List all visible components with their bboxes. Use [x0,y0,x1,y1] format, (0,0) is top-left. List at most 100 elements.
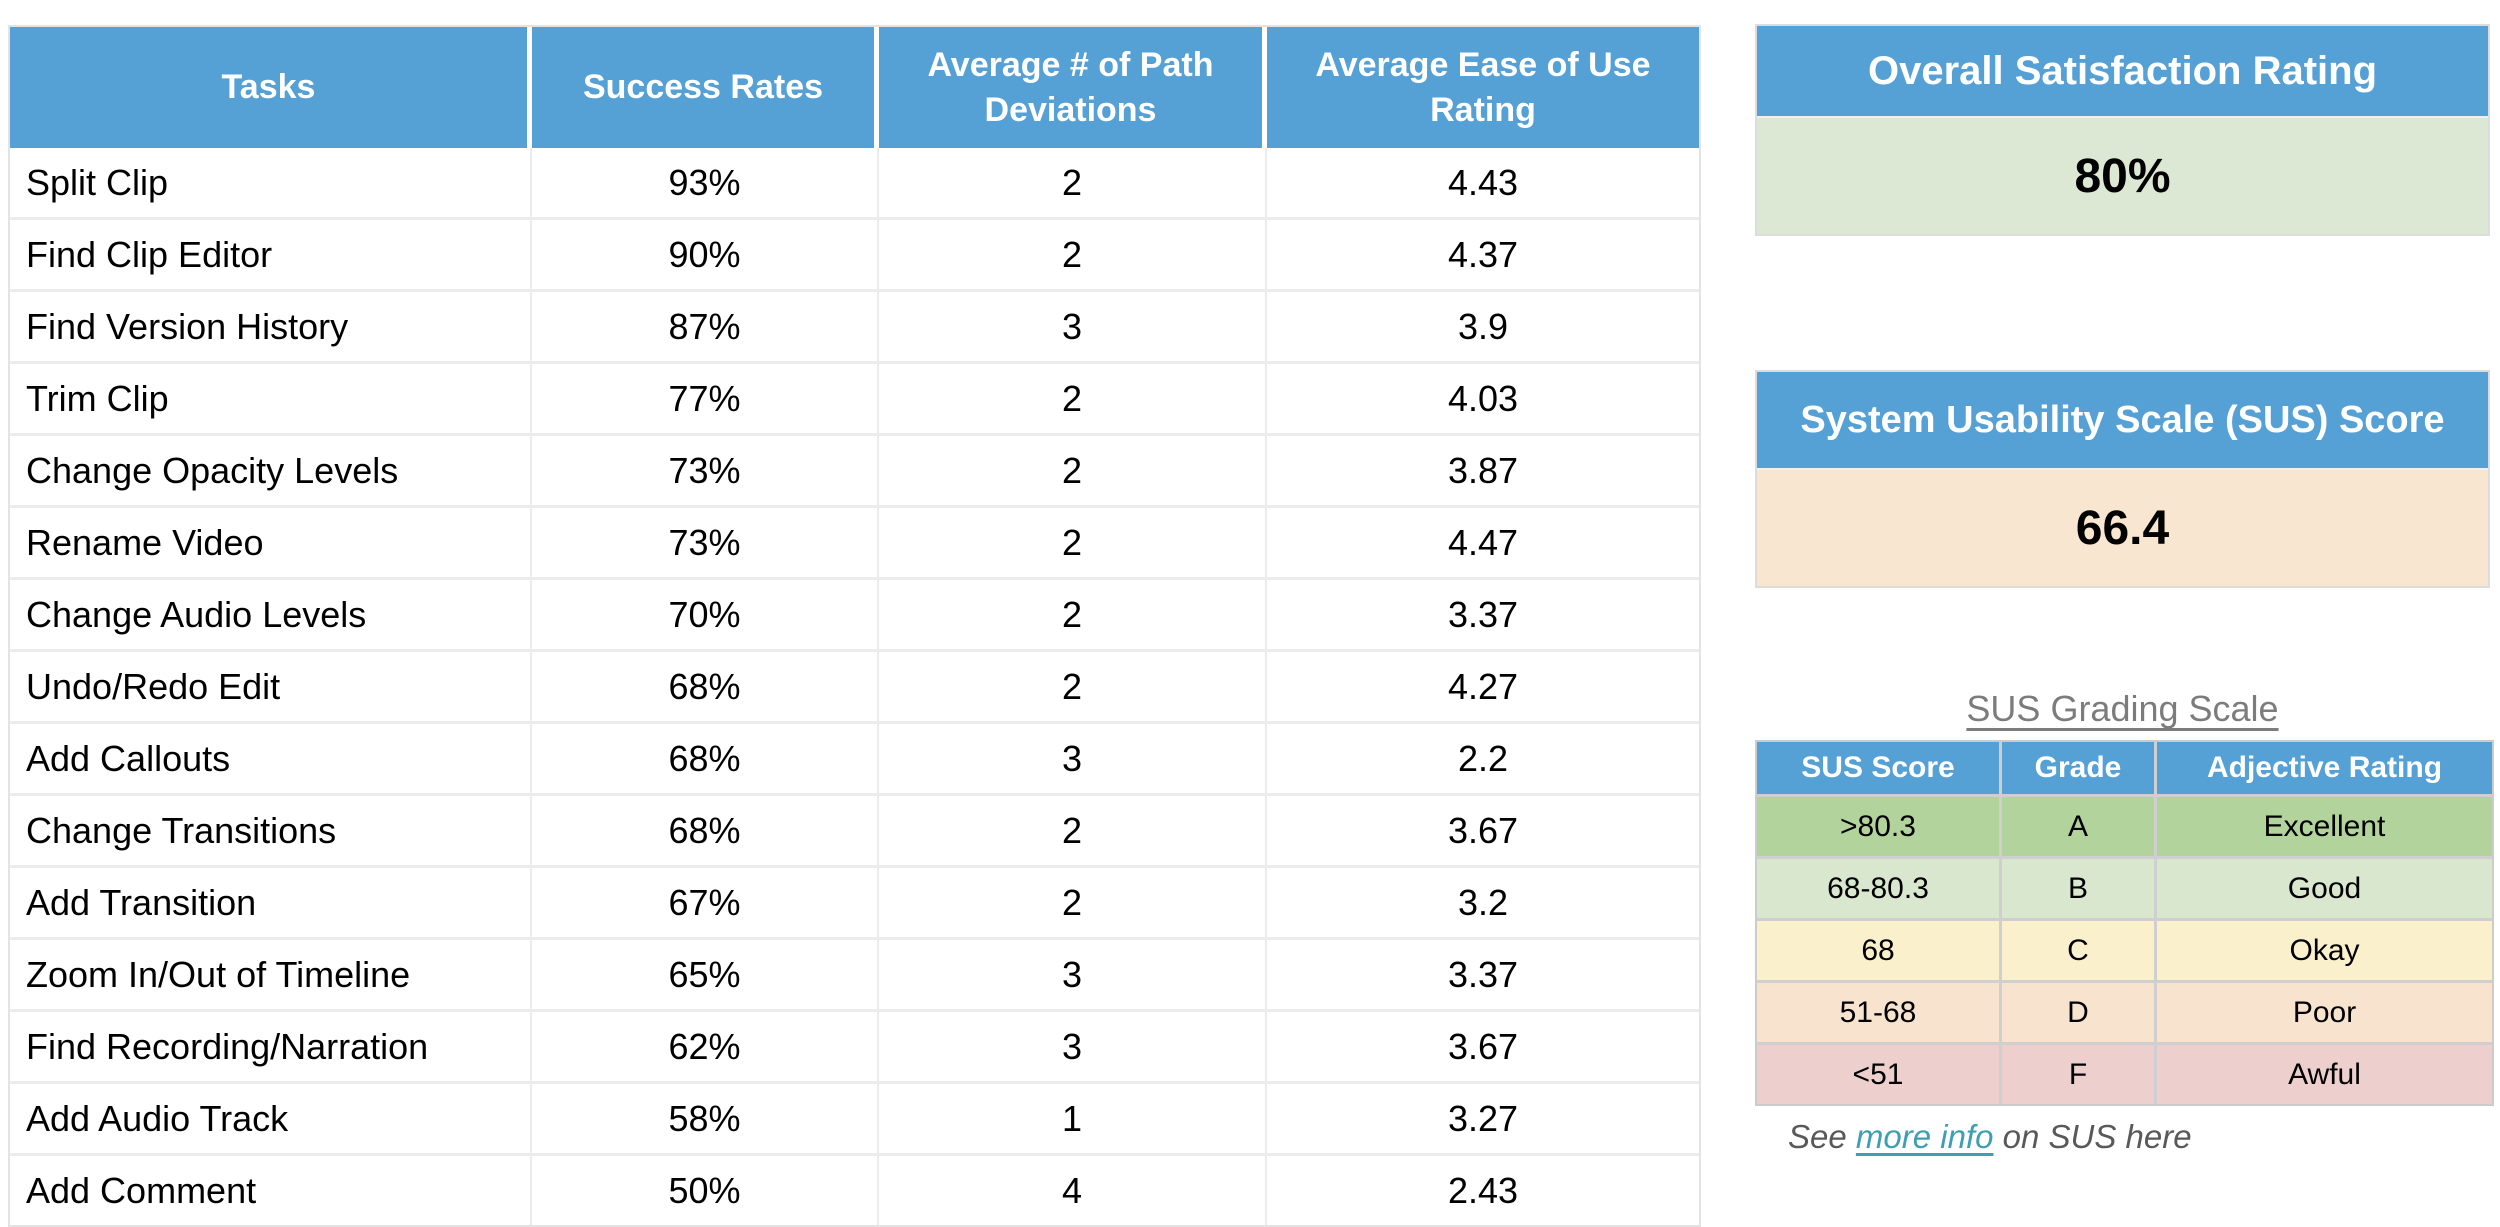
ease-rating-cell: 2.2 [1267,724,1699,796]
ease-rating-cell: 3.87 [1267,436,1699,508]
success-rate-cell: 62% [532,1012,879,1084]
table-row: Find Clip Editor 90% 2 4.37 [10,220,1699,292]
table-row: Add Callouts 68% 3 2.2 [10,724,1699,796]
col-header-adjective-rating: Adjective Rating [2157,742,2492,797]
adjective-rating-cell: Awful [2157,1045,2492,1104]
ease-rating-cell: 3.37 [1267,940,1699,1012]
sus-footnote: See more info on SUS here [1788,1118,2192,1156]
satisfaction-panel-title: Overall Satisfaction Rating [1757,26,2488,118]
header-row: Tasks Success Rates Average # of Path De… [10,27,1699,148]
success-rate-cell: 93% [532,148,879,220]
path-deviations-cell: 3 [879,940,1267,1012]
col-header-grade: Grade [2002,742,2157,797]
ease-rating-cell: 2.43 [1267,1156,1699,1225]
path-deviations-cell: 1 [879,1084,1267,1156]
path-deviations-cell: 4 [879,1156,1267,1225]
task-cell: Undo/Redo Edit [10,652,532,724]
table-row: Find Version History 87% 3 3.9 [10,292,1699,364]
grading-table-header: SUS Score Grade Adjective Rating [1757,742,2492,797]
success-rate-cell: 67% [532,868,879,940]
task-cell: Change Opacity Levels [10,436,532,508]
task-cell: Add Transition [10,868,532,940]
success-rate-cell: 90% [532,220,879,292]
table-row: Add Transition 67% 2 3.2 [10,868,1699,940]
table-row: Change Audio Levels 70% 2 3.37 [10,580,1699,652]
ease-rating-cell: 4.47 [1267,508,1699,580]
task-cell: Change Audio Levels [10,580,532,652]
path-deviations-cell: 2 [879,796,1267,868]
table-row: Change Transitions 68% 2 3.67 [10,796,1699,868]
ease-rating-cell: 3.9 [1267,292,1699,364]
grade-cell: A [2002,797,2157,859]
table-row: >80.3 A Excellent [1757,797,2492,859]
sus-score-range-cell: 51-68 [1757,983,2002,1045]
col-header-path-deviations: Average # of Path Deviations [879,27,1267,148]
success-rate-cell: 58% [532,1084,879,1156]
task-cell: Trim Clip [10,364,532,436]
ease-rating-cell: 3.27 [1267,1084,1699,1156]
table-row: Change Opacity Levels 73% 2 3.87 [10,436,1699,508]
ease-rating-cell: 4.43 [1267,148,1699,220]
task-table-body: Split Clip 93% 2 4.43 Find Clip Editor 90% 2 4.… [10,148,1699,1225]
sus-score-panel: System Usability Scale (SUS) Score 66.4 [1755,370,2490,588]
adjective-rating-cell: Poor [2157,983,2492,1045]
task-cell: Change Transitions [10,796,532,868]
success-rate-cell: 73% [532,436,879,508]
path-deviations-cell: 2 [879,148,1267,220]
task-cell: Find Clip Editor [10,220,532,292]
col-header-success-rates: Success Rates [532,27,879,148]
more-info-link[interactable]: more info [1855,1118,1994,1155]
table-row: Undo/Redo Edit 68% 2 4.27 [10,652,1699,724]
adjective-rating-cell: Okay [2157,921,2492,983]
footnote-prefix: See [1788,1118,1856,1155]
col-header-ease-of-use: Average Ease of Use Rating [1267,27,1699,148]
ease-rating-cell: 4.37 [1267,220,1699,292]
col-header-sus-score: SUS Score [1757,742,2002,797]
success-rate-cell: 68% [532,724,879,796]
path-deviations-cell: 2 [879,868,1267,940]
ease-rating-cell: 3.2 [1267,868,1699,940]
table-row: Add Audio Track 58% 1 3.27 [10,1084,1699,1156]
task-cell: Add Callouts [10,724,532,796]
adjective-rating-cell: Good [2157,859,2492,921]
satisfaction-panel: Overall Satisfaction Rating 80% [1755,24,2490,236]
ease-rating-cell: 4.27 [1267,652,1699,724]
ease-rating-cell: 3.67 [1267,796,1699,868]
success-rate-cell: 50% [532,1156,879,1225]
table-row: Split Clip 93% 2 4.43 [10,148,1699,220]
path-deviations-cell: 2 [879,580,1267,652]
satisfaction-panel-value: 80% [1757,118,2488,234]
grade-cell: D [2002,983,2157,1045]
table-row: 68-80.3 B Good [1757,859,2492,921]
sus-score-range-cell: <51 [1757,1045,2002,1104]
path-deviations-cell: 3 [879,292,1267,364]
grading-table-body: >80.3 A Excellent 68-80.3 B Good 68 C Okay 51-68 D… [1757,797,2492,1104]
path-deviations-cell: 2 [879,508,1267,580]
table-row: Trim Clip 77% 2 4.03 [10,364,1699,436]
sus-score-range-cell: 68-80.3 [1757,859,2002,921]
table-row: 51-68 D Poor [1757,983,2492,1045]
col-header-tasks: Tasks [10,27,532,148]
success-rate-cell: 87% [532,292,879,364]
path-deviations-cell: 2 [879,652,1267,724]
success-rate-cell: 68% [532,652,879,724]
sus-score-range-cell: 68 [1757,921,2002,983]
path-deviations-cell: 2 [879,364,1267,436]
ease-rating-cell: 3.37 [1267,580,1699,652]
table-row: <51 F Awful [1757,1045,2492,1104]
table-row: Add Comment 50% 4 2.43 [10,1156,1699,1225]
grade-cell: F [2002,1045,2157,1104]
task-cell: Split Clip [10,148,532,220]
task-cell: Find Recording/Narration [10,1012,532,1084]
success-rate-cell: 68% [532,796,879,868]
task-cell: Rename Video [10,508,532,580]
sus-grading-table: SUS Score Grade Adjective Rating >80.3 A E… [1755,740,2494,1106]
sus-grading-scale-title: SUS Grading Scale [1966,688,2279,729]
table-row: 68 C Okay [1757,921,2492,983]
task-cell: Add Comment [10,1156,532,1225]
task-cell: Find Version History [10,292,532,364]
ease-rating-cell: 3.67 [1267,1012,1699,1084]
path-deviations-cell: 3 [879,1012,1267,1084]
path-deviations-cell: 3 [879,724,1267,796]
path-deviations-cell: 2 [879,436,1267,508]
